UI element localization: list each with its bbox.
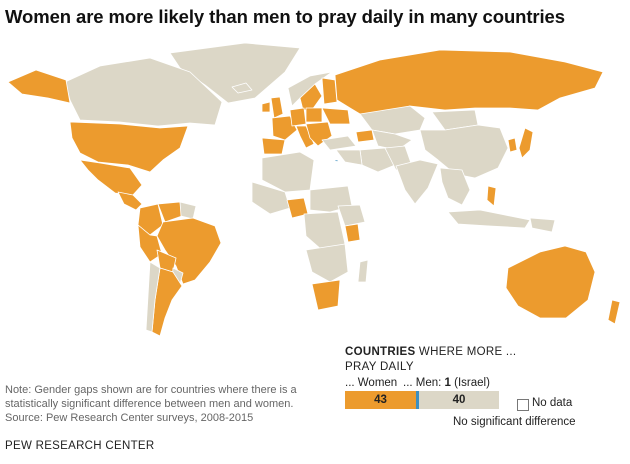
southern-africa <box>305 243 349 283</box>
united-states <box>69 121 189 173</box>
footnote-line-1: Note: Gender gaps shown are for countrie… <box>5 384 297 396</box>
france <box>271 115 298 141</box>
alaska <box>7 69 71 104</box>
legend-no-diff-label: No significant difference <box>453 416 576 428</box>
uk <box>270 96 284 119</box>
turkey <box>321 135 357 151</box>
southeast-asia <box>439 167 471 206</box>
morocco-algeria <box>261 151 315 193</box>
guianas <box>179 201 197 220</box>
west-africa <box>251 181 291 215</box>
legend-heading: COUNTRIES WHERE MORE ... PRAY DAILY <box>345 345 516 375</box>
legend-men-label: ... Men: 1 (Israel) <box>403 377 490 389</box>
korea <box>507 137 518 153</box>
madagascar <box>357 259 369 283</box>
spain <box>261 137 286 155</box>
central-america <box>117 191 143 211</box>
legend-women-label: ... Women <box>345 377 398 389</box>
indonesia <box>447 209 531 229</box>
india <box>395 159 439 205</box>
libya-egypt <box>311 159 349 191</box>
chart-title: Women are more likely than men to pray d… <box>5 6 565 27</box>
ukraine <box>321 107 351 125</box>
legend-men-bar <box>416 391 419 409</box>
italy <box>295 125 315 149</box>
caucasus <box>355 129 375 143</box>
legend-men-count: 1 <box>444 377 451 389</box>
legend-women-count: 43 <box>374 394 387 406</box>
ireland <box>261 101 271 113</box>
south-africa <box>311 279 341 311</box>
brazil <box>156 217 222 285</box>
brand-logo-text: PEW RESEARCH CENTER <box>5 440 155 452</box>
canada <box>64 57 223 127</box>
legend-no-diff-count: 40 <box>452 394 466 406</box>
poland <box>305 107 323 123</box>
china <box>419 124 509 179</box>
legend-no-diff-bar: 40 <box>419 391 499 409</box>
footnote-line-3: Source: Pew Research Center surveys, 200… <box>5 412 254 424</box>
chile <box>145 261 161 333</box>
legend-no-data-label: No data <box>532 397 573 409</box>
footnote: Note: Gender gaps shown are for countrie… <box>5 383 297 425</box>
legend-women-bar: 43 <box>345 391 416 409</box>
papua <box>529 217 556 233</box>
legend-no-data-swatch <box>517 399 529 411</box>
central-africa <box>303 211 346 251</box>
legend-heading-bold: COUNTRIES <box>345 346 416 358</box>
footnote-line-2: statistically significant difference bet… <box>5 398 294 410</box>
finland <box>321 77 338 105</box>
japan <box>518 127 534 159</box>
iceland <box>231 82 253 94</box>
germany <box>289 107 307 127</box>
central-asia <box>371 129 413 151</box>
legend-heading-line2: PRAY DAILY <box>345 361 414 373</box>
australia <box>505 245 596 319</box>
kenya <box>344 223 361 243</box>
philippines <box>486 185 497 207</box>
russia <box>334 49 604 115</box>
world-map <box>7 42 621 337</box>
cuba <box>146 177 171 187</box>
legend-men-prefix: ... Men: <box>403 377 445 389</box>
legend-men-country: (Israel) <box>450 377 490 389</box>
colombia <box>137 203 164 236</box>
legend-heading-rest: WHERE MORE ... <box>415 346 517 358</box>
new-zealand <box>607 299 621 325</box>
ethiopia <box>337 204 366 227</box>
